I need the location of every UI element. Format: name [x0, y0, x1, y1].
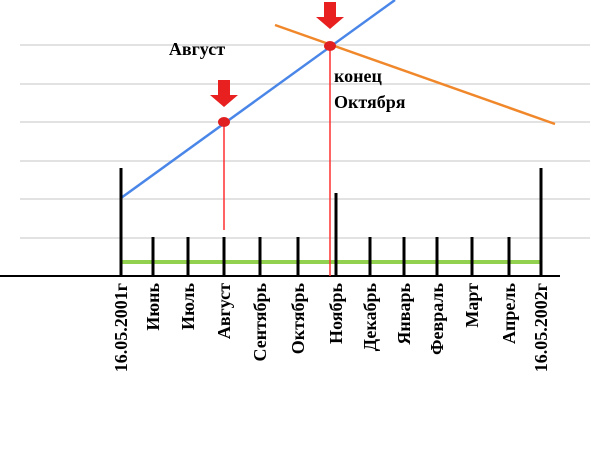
tick-label: 16.05.2001г: [111, 283, 131, 372]
arrow: [316, 2, 344, 29]
annotation: Октября: [334, 92, 406, 112]
tick-label: Август: [214, 283, 234, 339]
arrow: [210, 80, 238, 107]
point: [324, 41, 336, 51]
tick-label: Июль: [178, 283, 198, 330]
tick-label: Октябрь: [288, 283, 308, 355]
point: [218, 117, 230, 127]
annotation: конец: [334, 66, 382, 86]
tick-label: Февраль: [427, 283, 447, 355]
orange-line: [274, 23, 556, 126]
timeline: 16.05.2001г Июнь Июль Август Сентябрь Октябрь…: [111, 168, 551, 372]
tick-label: Март: [462, 283, 482, 328]
grid: [20, 44, 590, 239]
tick-label: Декабрь: [360, 283, 380, 352]
annotation: Август: [169, 39, 225, 59]
tick-label: Апрель: [499, 283, 519, 344]
tick-label: Июнь: [143, 283, 163, 331]
blue-line: [120, 0, 396, 200]
tick-label: 16.05.2002г: [531, 283, 551, 372]
tick-label: Сентябрь: [250, 283, 270, 362]
tick-label: Январь: [394, 283, 414, 345]
tick-label: Ноябрь: [326, 283, 346, 344]
